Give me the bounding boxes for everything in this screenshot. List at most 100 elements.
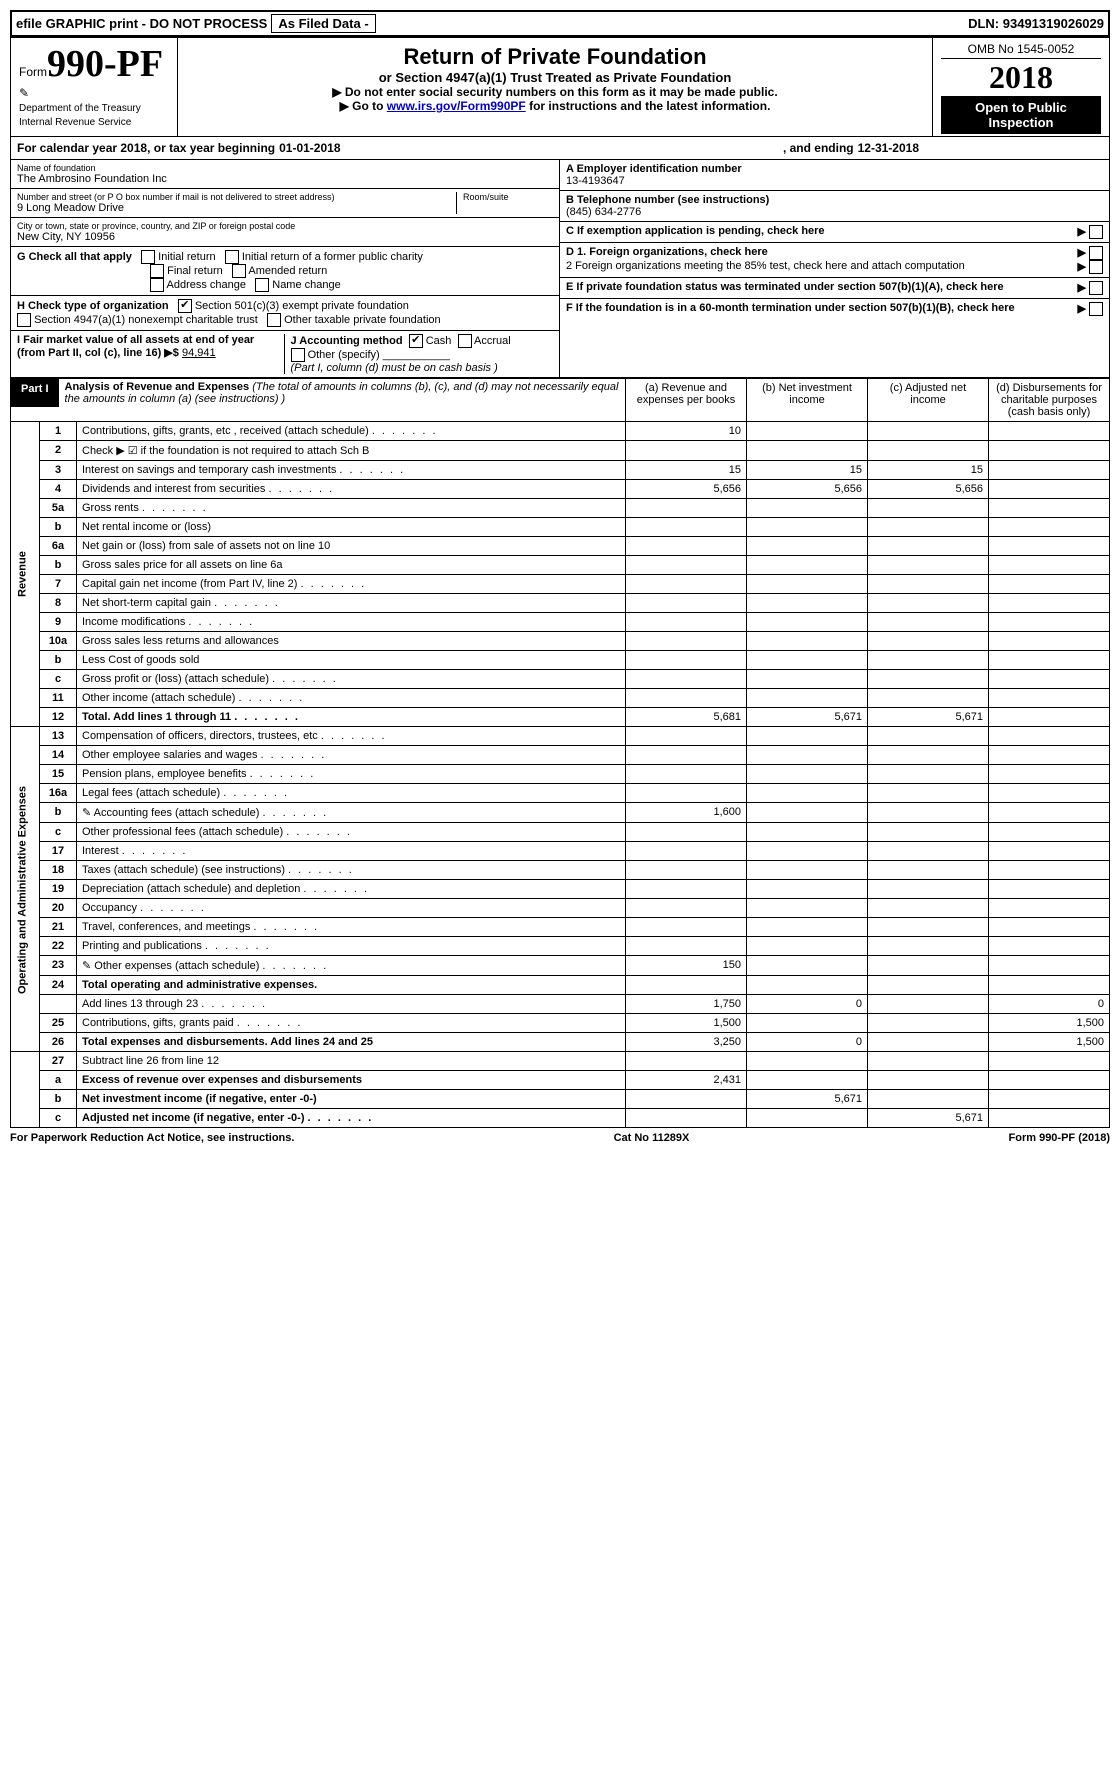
checkbox-initial[interactable] [141,250,155,264]
form-number-box: Form990-PF ✎ Department of the Treasury … [11,38,178,136]
cell-value [989,803,1110,823]
row-description: Travel, conferences, and meetings [77,918,626,937]
cell-value [626,842,747,861]
checkbox-e[interactable] [1089,281,1103,295]
table-row: 9Income modifications [11,613,1110,632]
cell-value [868,689,989,708]
cell-value [747,556,868,575]
row-number: 12 [40,708,77,727]
cell-value: 1,750 [626,995,747,1014]
cell-value: 150 [626,956,747,976]
cell-value [868,823,989,842]
cell-value [626,689,747,708]
row-description: Interest on savings and temporary cash i… [77,461,626,480]
checkbox-final[interactable] [150,264,164,278]
row-description: Depreciation (attach schedule) and deple… [77,880,626,899]
cell-value [747,976,868,995]
form-number: 990-PF [47,43,163,85]
row-description: Printing and publications [77,937,626,956]
exemption-pending-label: C If exemption application is pending, c… [566,225,825,239]
section-ij: I Fair market value of all assets at end… [11,331,559,377]
city-label: City or town, state or province, country… [17,221,553,231]
year-end: 12-31-2018 [858,141,919,155]
cell-value: 5,656 [868,480,989,499]
cell-value [626,518,747,537]
cell-value [868,956,989,976]
checkbox-other-method[interactable] [291,348,305,362]
cell-value: 15 [626,461,747,480]
cell-value [989,441,1110,461]
cell-value: 1,500 [989,1014,1110,1033]
year-begin: 01-01-2018 [279,141,340,155]
cell-value [626,918,747,937]
vertical-spacer [11,1052,40,1128]
row-number: 10a [40,632,77,651]
row-description: Pension plans, employee benefits [77,765,626,784]
table-row: aExcess of revenue over expenses and dis… [11,1071,1110,1090]
checkbox-f[interactable] [1089,302,1103,316]
row-description: Net gain or (loss) from sale of assets n… [77,537,626,556]
cell-value [747,918,868,937]
ein-label: A Employer identification number [566,163,742,175]
row-description: Interest [77,842,626,861]
cell-value [989,575,1110,594]
cell-value [626,556,747,575]
table-row: 24Total operating and administrative exp… [11,976,1110,995]
row-number: 25 [40,1014,77,1033]
checkbox-amended[interactable] [232,264,246,278]
addr-label: Number and street (or P O box number if … [17,192,456,202]
irs-link[interactable]: www.irs.gov/Form990PF [387,99,526,113]
cell-value [868,613,989,632]
checkbox-cash[interactable]: ✔ [409,334,423,348]
table-row: 10aGross sales less returns and allowanc… [11,632,1110,651]
cell-value [626,765,747,784]
cell-value [626,784,747,803]
top-status-bar: efile GRAPHIC print - DO NOT PROCESS As … [10,10,1110,37]
checkbox-d1[interactable] [1089,246,1103,260]
cell-value [989,689,1110,708]
checkbox-accrual[interactable] [458,334,472,348]
cell-value [747,880,868,899]
row-description: Gross sales less returns and allowances [77,632,626,651]
cell-value [989,670,1110,689]
cell-value [747,1109,868,1128]
checkbox-other-taxable[interactable] [267,313,281,327]
cell-value [989,632,1110,651]
row-number: 9 [40,613,77,632]
cell-value: 15 [747,461,868,480]
checkbox-4947[interactable] [17,313,31,327]
row-number: c [40,823,77,842]
cell-value [747,651,868,670]
checkbox-c[interactable] [1089,225,1103,239]
row-description: Net investment income (if negative, ente… [77,1090,626,1109]
row-description: Other income (attach schedule) [77,689,626,708]
cell-value [989,727,1110,746]
cell-value: 10 [626,422,747,441]
cash-basis-note: (Part I, column (d) must be on cash basi… [291,362,498,374]
cell-value: 5,671 [747,708,868,727]
name-label: Name of foundation [17,163,553,173]
cell-value [989,899,1110,918]
row-description: Other professional fees (attach schedule… [77,823,626,842]
checkbox-d2[interactable] [1089,260,1103,274]
cell-value [626,499,747,518]
checkbox-501c3[interactable]: ✔ [178,299,192,313]
cell-value: 15 [868,461,989,480]
row-description: Taxes (attach schedule) (see instruction… [77,861,626,880]
cell-value: 0 [747,1033,868,1052]
cell-value: 0 [989,995,1110,1014]
row-description: Excess of revenue over expenses and disb… [77,1071,626,1090]
cell-value [747,613,868,632]
table-row: 20Occupancy [11,899,1110,918]
col-c-header: (c) Adjusted net income [868,379,989,422]
checkbox-name-change[interactable] [255,278,269,292]
cell-value [989,937,1110,956]
cell-value [626,976,747,995]
row-description: Contributions, gifts, grants, etc , rece… [77,422,626,441]
section-g: G Check all that apply Initial return In… [11,247,559,296]
dept-treasury: Department of the Treasury [19,103,141,114]
checkbox-address-change[interactable] [150,278,164,292]
checkbox-initial-former[interactable] [225,250,239,264]
row-number: 8 [40,594,77,613]
d2-label: 2 Foreign organizations meeting the 85% … [566,260,965,274]
